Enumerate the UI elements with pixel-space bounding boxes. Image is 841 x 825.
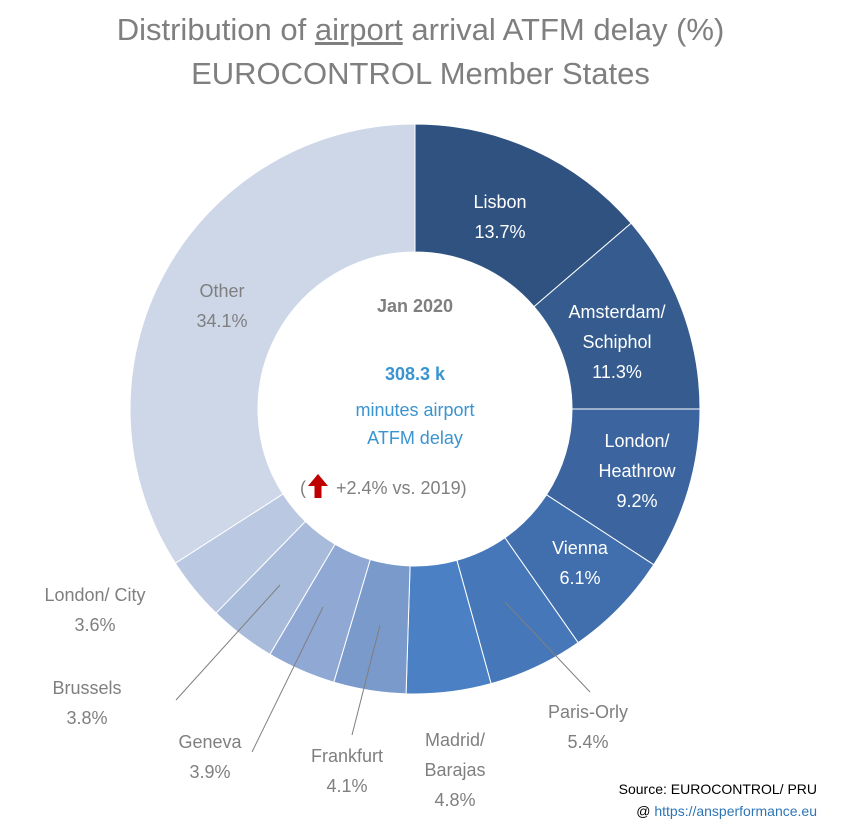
leader-line-madrid-barajas: [351, 624, 381, 736]
chart-title-underlined: airport: [314, 12, 403, 47]
slice-name-lisbon: Lisbon: [473, 192, 526, 212]
slice-value-frankfurt: 4.1%: [326, 776, 367, 796]
slice-label-lisbon: Lisbon 13.7%: [473, 192, 526, 242]
slice-label-london-city: London/ City 3.6%: [44, 585, 145, 635]
slice-name-london-heathrow: Heathrow: [598, 461, 676, 481]
slice-value-madrid-barajas: 4.8%: [434, 790, 475, 810]
slice-label-vienna: Vienna 6.1%: [552, 538, 609, 588]
slice-label-amsterdam-schiphol: Amsterdam/Schiphol 11.3%: [568, 302, 665, 382]
slice-labels: Lisbon 13.7% Amsterdam/Schiphol 11.3% London…: [44, 192, 676, 810]
slice-label-geneva: Geneva 3.9%: [178, 732, 242, 782]
source-note: Source: EUROCONTROL/ PRU @ https://anspe…: [619, 778, 817, 822]
slice-label-other: Other 34.1%: [196, 281, 247, 331]
slice-label-london-heathrow: London/Heathrow 9.2%: [598, 431, 676, 511]
slice-value-london-city: 3.6%: [74, 615, 115, 635]
slice-label-madrid-barajas: Madrid/Barajas 4.8%: [424, 730, 485, 810]
chart-title-prefix: Distribution of: [116, 12, 315, 47]
slice-name-frankfurt: Frankfurt: [311, 746, 383, 766]
center-total: 308.3 k: [385, 364, 446, 384]
slice-name-geneva: Geneva: [178, 732, 242, 752]
center-change-text: +2.4% vs. 2019): [336, 478, 467, 498]
source-at: @: [636, 803, 655, 819]
center-unit-line2: ATFM delay: [367, 428, 463, 448]
center-unit-line1: minutes airport: [355, 400, 474, 420]
slice-lisbon: [414, 123, 632, 308]
slice-label-brussels: Brussels 3.8%: [52, 678, 121, 728]
slice-name-brussels: Brussels: [52, 678, 121, 698]
chart-title-line1: Distribution of airport arrival ATFM del…: [0, 8, 841, 52]
slice-label-paris-orly: Paris-Orly 5.4%: [548, 702, 628, 752]
slice-name-other: Other: [199, 281, 244, 301]
slice-other: [129, 123, 416, 564]
slice-value-geneva: 3.9%: [189, 762, 230, 782]
source-line: Source: EUROCONTROL/ PRU: [618, 781, 817, 797]
leader-line-paris-orly: [504, 601, 591, 693]
slice-value-paris-orly: 5.4%: [567, 732, 608, 752]
slice-value-amsterdam-schiphol: 11.3%: [592, 362, 642, 382]
slice-value-brussels: 3.8%: [66, 708, 107, 728]
slice-name-amsterdam-schiphol: Amsterdam/: [568, 302, 665, 322]
slice-value-london-heathrow: 9.2%: [616, 491, 657, 511]
leader-line-frankfurt: [251, 606, 324, 753]
arrow-up-icon: [308, 474, 328, 498]
slice-name-london-heathrow: London/: [604, 431, 669, 451]
slice-label-frankfurt: Frankfurt 4.1%: [311, 746, 383, 796]
slice-value-vienna: 6.1%: [559, 568, 600, 588]
center-summary: Jan 2020 308.3 k minutes airport ATFM de…: [300, 296, 475, 498]
chart-title: Distribution of airport arrival ATFM del…: [0, 8, 841, 96]
slice-name-paris-orly: Paris-Orly: [548, 702, 628, 722]
center-change-open: (: [300, 478, 306, 498]
slice-name-london-city: London/ City: [44, 585, 145, 605]
leader-line-geneva: [175, 584, 281, 701]
slice-value-other: 34.1%: [196, 311, 247, 331]
chart-title-suffix: arrival ATFM delay (%): [402, 12, 725, 47]
leader-lines: [175, 584, 591, 753]
center-period: Jan 2020: [377, 296, 453, 316]
source-link-line: @ https://ansperformance.eu: [619, 800, 817, 822]
slice-name-madrid-barajas: Madrid/: [425, 730, 485, 750]
slice-name-madrid-barajas: Barajas: [424, 760, 485, 780]
chart-title-line2: EUROCONTROL Member States: [191, 56, 650, 91]
slice-name-amsterdam-schiphol: Schiphol: [582, 332, 651, 352]
slice-value-lisbon: 13.7%: [474, 222, 525, 242]
source-link[interactable]: https://ansperformance.eu: [654, 803, 817, 819]
slice-name-vienna: Vienna: [552, 538, 609, 558]
donut-slices: [129, 123, 701, 695]
